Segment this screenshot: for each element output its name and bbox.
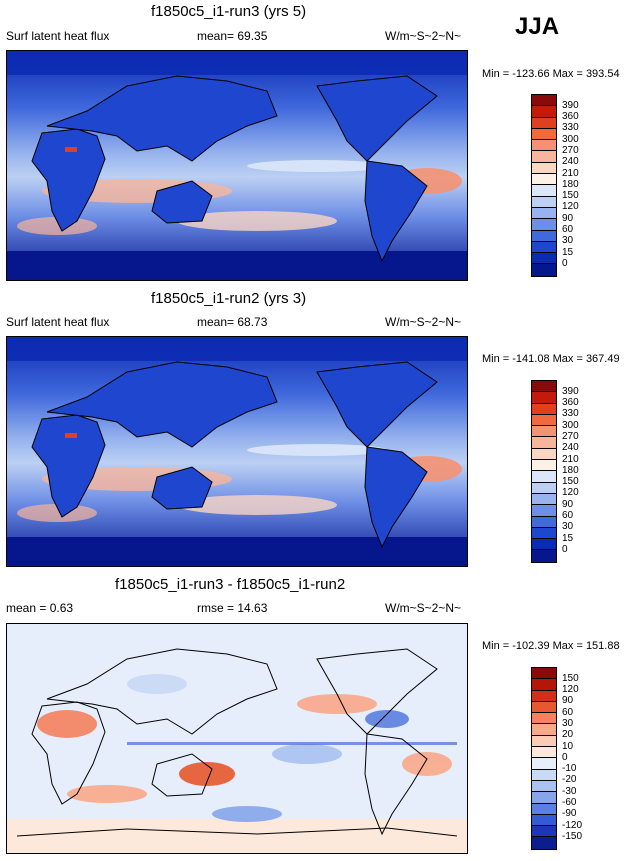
panel2-warm-band xyxy=(17,504,97,522)
panel3-legend-label: -90 xyxy=(562,808,577,819)
panel2-legend-label: 90 xyxy=(562,499,574,510)
panel1-legend-label: 330 xyxy=(562,122,579,133)
panel3-legend-label: -10 xyxy=(562,763,577,774)
panel2-mean-label: mean= 68.73 xyxy=(197,315,268,329)
panel2-minmax-label: Min = -141.08 Max = 367.49 xyxy=(482,353,620,365)
panel3-legend-label: -150 xyxy=(562,831,583,842)
panel1-legend-label: 270 xyxy=(562,145,579,156)
south-america-outline xyxy=(364,733,428,836)
panel2-colorbar xyxy=(531,380,557,563)
north-america-outline xyxy=(316,75,438,162)
panel3-mean-label: mean = 0.63 xyxy=(6,601,74,615)
panel2-variable-label: Surf latent heat flux xyxy=(6,315,110,329)
panel1-legend-label: 90 xyxy=(562,213,574,224)
panel2-legend-label: 390 xyxy=(562,386,579,397)
panel1-legend-label: 150 xyxy=(562,190,579,201)
north-america-outline xyxy=(316,648,438,735)
panel2-legend-label: 240 xyxy=(562,442,579,453)
panel1-variable-label: Surf latent heat flux xyxy=(6,29,110,43)
panel2-legend-label: 270 xyxy=(562,431,579,442)
africa-outline xyxy=(31,414,106,518)
africa-outline xyxy=(31,128,106,232)
panel2-hotspot xyxy=(65,433,77,438)
panel1-hotspot xyxy=(65,147,77,152)
panel2-legend-label: 0 xyxy=(562,544,568,555)
panel3-legend-label: -60 xyxy=(562,797,577,808)
panel2-legend-label: 120 xyxy=(562,487,579,498)
south-america-outline xyxy=(364,160,428,263)
panel3-legend-label: 120 xyxy=(562,684,579,695)
panel3-legend-label: 60 xyxy=(562,707,574,718)
antarctica-outline xyxy=(16,827,458,837)
panel3-rmse-label: rmse = 14.63 xyxy=(197,601,268,615)
season-label: JJA xyxy=(515,13,560,40)
australia-outline xyxy=(151,753,213,797)
panel3-legend-label: 10 xyxy=(562,741,574,752)
panel3-legend-label: 20 xyxy=(562,729,574,740)
panel3-legend-label: 30 xyxy=(562,718,574,729)
south-america-outline xyxy=(364,446,428,549)
panel2-title: f1850c5_i1-run2 (yrs 3) xyxy=(151,290,307,307)
australia-outline xyxy=(151,466,213,510)
panel3-colorbar xyxy=(531,667,557,850)
panel2-map xyxy=(6,336,468,567)
panel2-warm-band xyxy=(247,444,387,456)
panel1-legend-label: 60 xyxy=(562,224,574,235)
panel3-legend-label: -120 xyxy=(562,820,583,831)
panel3-legend-label: -30 xyxy=(562,786,577,797)
panel2-legend-label: 180 xyxy=(562,465,579,476)
panel2-units-label: W/m~S~2~N~ xyxy=(385,315,462,329)
eurasia-outline xyxy=(46,648,278,735)
panel1-legend-label: 240 xyxy=(562,156,579,167)
panel1-colorbar xyxy=(531,94,557,277)
panel1-minmax-label: Min = -123.66 Max = 393.54 xyxy=(482,68,620,80)
panel2-legend-label: 210 xyxy=(562,454,579,465)
panel2-legend-label: 330 xyxy=(562,408,579,419)
panel1-map xyxy=(6,50,468,281)
africa-outline xyxy=(31,701,106,805)
panel1-legend-label: 15 xyxy=(562,247,574,258)
panel1-units-label: W/m~S~2~N~ xyxy=(385,29,462,43)
australia-outline xyxy=(151,180,213,224)
panel3-map xyxy=(6,623,468,854)
panel3-minmax-label: Min = -102.39 Max = 151.88 xyxy=(482,640,620,652)
panel1-title: f1850c5_i1-run3 (yrs 5) xyxy=(151,3,307,20)
panel1-legend-label: 30 xyxy=(562,235,574,246)
north-america-outline xyxy=(316,361,438,448)
panel2-warm-band xyxy=(177,495,337,515)
panel1-legend-label: 180 xyxy=(562,179,579,190)
eurasia-outline xyxy=(46,361,278,448)
panel2-legend-label: 150 xyxy=(562,476,579,487)
panel1-legend-label: 0 xyxy=(562,258,568,269)
panel1-legend-label: 210 xyxy=(562,168,579,179)
panel3-units-label: W/m~S~2~N~ xyxy=(385,601,462,615)
panel1-legend-label: 390 xyxy=(562,100,579,111)
panel3-legend-label: 90 xyxy=(562,695,574,706)
panel1-legend-label: 360 xyxy=(562,111,579,122)
panel1-warm-band xyxy=(177,211,337,231)
panel1-mean-label: mean= 69.35 xyxy=(197,29,268,43)
panel2-legend-label: 15 xyxy=(562,533,574,544)
panel3-legend-label: 0 xyxy=(562,752,568,763)
panel2-legend-label: 360 xyxy=(562,397,579,408)
panel1-legend-label: 120 xyxy=(562,201,579,212)
panel2-legend-label: 60 xyxy=(562,510,574,521)
panel3-legend-label: 150 xyxy=(562,673,579,684)
panel1-legend-label: 300 xyxy=(562,134,579,145)
panel3-title: f1850c5_i1-run3 - f1850c5_i1-run2 xyxy=(115,576,346,593)
panel3-legend-label: -20 xyxy=(562,774,577,785)
panel2-legend-label: 30 xyxy=(562,521,574,532)
panel1-warm-band xyxy=(247,160,387,172)
eurasia-outline xyxy=(46,75,278,162)
panel2-legend-label: 300 xyxy=(562,420,579,431)
